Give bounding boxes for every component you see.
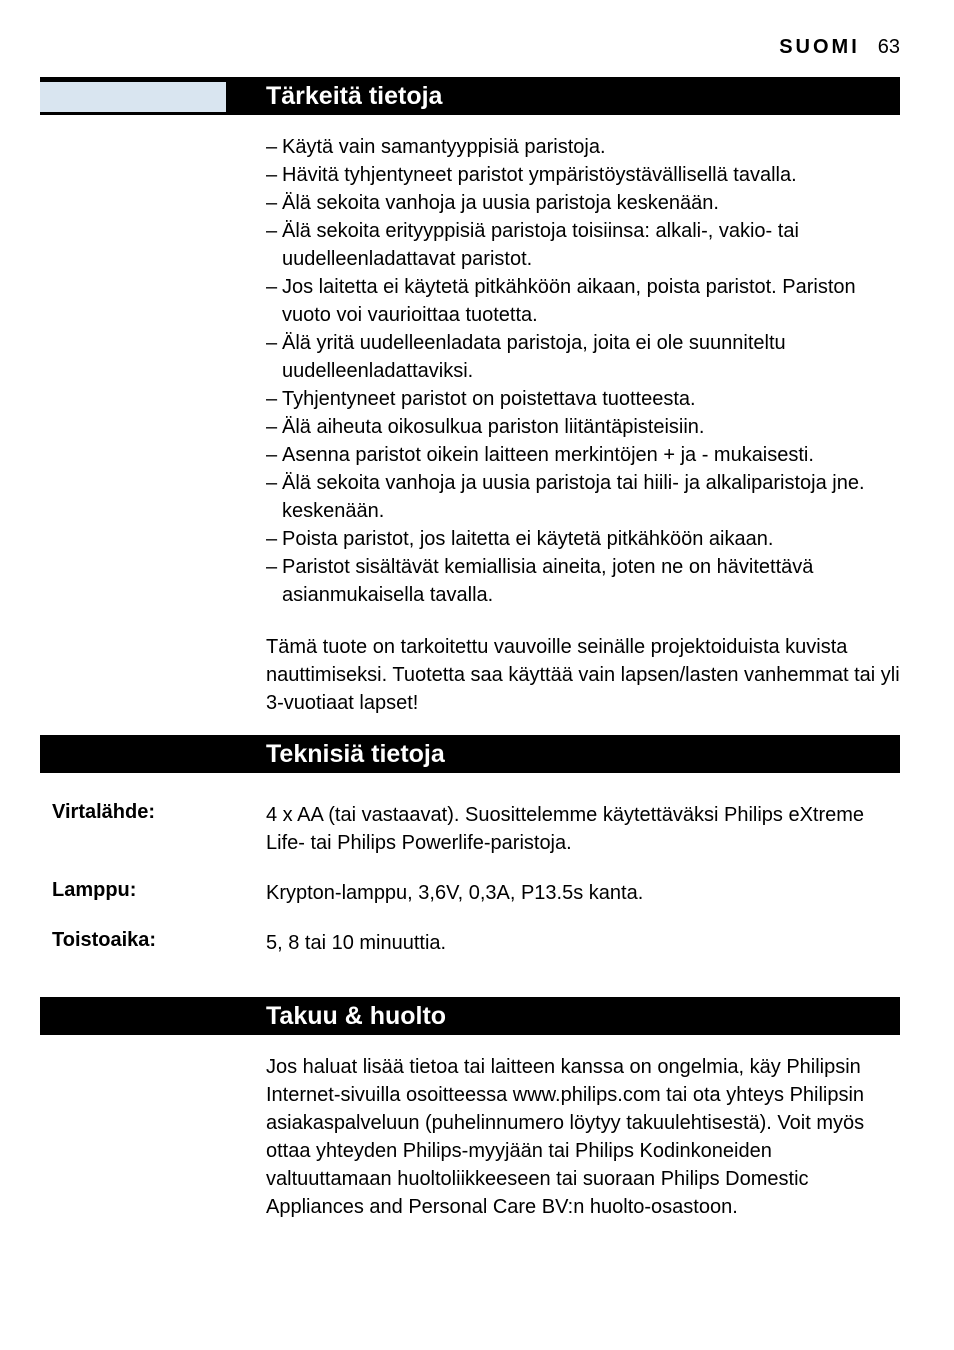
tech-label-lamp: Lamppu: [40,879,266,902]
top-color-tab [40,82,226,112]
list-item: –Paristot sisältävät kemiallisia aineita… [266,553,900,609]
section-title-important: Tärkeitä tietoja [266,82,442,111]
list-item: –Käytä vain samantyyppisiä paristoja. [266,133,900,161]
content: Tärkeitä tietoja –Käytä vain samantyyppi… [40,77,900,1221]
list-item: –Älä sekoita erityyppisiä paristoja tois… [266,217,900,273]
section-title-warranty: Takuu & huolto [266,1002,446,1031]
header-language: SUOMI [779,36,860,59]
bullet-list: –Käytä vain samantyyppisiä paristoja. –H… [266,133,900,609]
list-item: –Hävitä tyhjentyneet paristot ympäristöy… [266,161,900,189]
section-bar-tech: Teknisiä tietoja [40,735,900,773]
page-header: SUOMI 63 [40,36,900,59]
section-title-tech: Teknisiä tietoja [266,740,445,769]
list-item: –Älä aiheuta oikosulkua pariston liitänt… [266,413,900,441]
list-item: –Älä sekoita vanhoja ja uusia paristoja … [266,189,900,217]
list-item: –Älä yritä uudelleenladata paristoja, jo… [266,329,900,385]
section-warranty-body: Jos haluat lisää tietoa tai laitteen kan… [40,1035,900,1221]
important-text: –Käytä vain samantyyppisiä paristoja. –H… [266,133,900,717]
tech-value-playtime: 5, 8 tai 10 minuuttia. [266,929,900,957]
header-page-number: 63 [878,36,900,59]
tech-row-playtime: Toistoaika: 5, 8 tai 10 minuuttia. [40,929,900,957]
warranty-paragraph: Jos haluat lisää tietoa tai laitteen kan… [266,1053,900,1221]
tech-row-power: Virtalähde: 4 x AA (tai vastaavat). Suos… [40,801,900,857]
tech-label-power: Virtalähde: [40,801,266,824]
list-item: –Poista paristot, jos laitetta ei käytet… [266,525,900,553]
section-bar-warranty: Takuu & huolto [40,997,900,1035]
tech-row-lamp: Lamppu: Krypton-lamppu, 3,6V, 0,3A, P13.… [40,879,900,907]
list-item: –Tyhjentyneet paristot on poistettava tu… [266,385,900,413]
page: SUOMI 63 Tärkeitä tietoja –Käytä vain sa… [0,0,954,1350]
tech-label-playtime: Toistoaika: [40,929,266,952]
section-important-body: –Käytä vain samantyyppisiä paristoja. –H… [40,115,900,735]
tech-value-lamp: Krypton-lamppu, 3,6V, 0,3A, P13.5s kanta… [266,879,900,907]
list-item: –Asenna paristot oikein laitteen merkint… [266,441,900,469]
important-paragraph: Tämä tuote on tarkoitettu vauvoille sein… [266,633,900,717]
list-item: –Älä sekoita vanhoja ja uusia paristoja … [266,469,900,525]
list-item: –Jos laitetta ei käytetä pitkähköön aika… [266,273,900,329]
tech-value-power: 4 x AA (tai vastaavat). Suosittelemme kä… [266,801,900,857]
section-tech-body: Virtalähde: 4 x AA (tai vastaavat). Suos… [40,773,900,997]
